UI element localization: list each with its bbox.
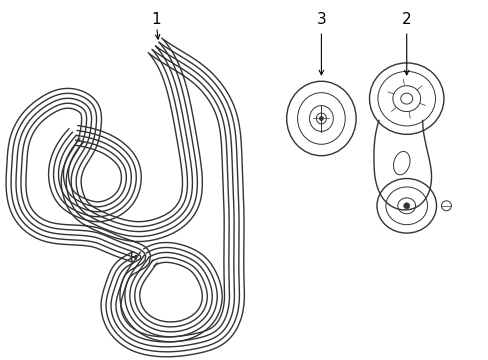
Text: 2: 2 (401, 12, 411, 27)
Ellipse shape (319, 117, 323, 121)
Text: 1: 1 (151, 12, 160, 27)
Ellipse shape (403, 203, 409, 209)
Text: 3: 3 (316, 12, 325, 27)
